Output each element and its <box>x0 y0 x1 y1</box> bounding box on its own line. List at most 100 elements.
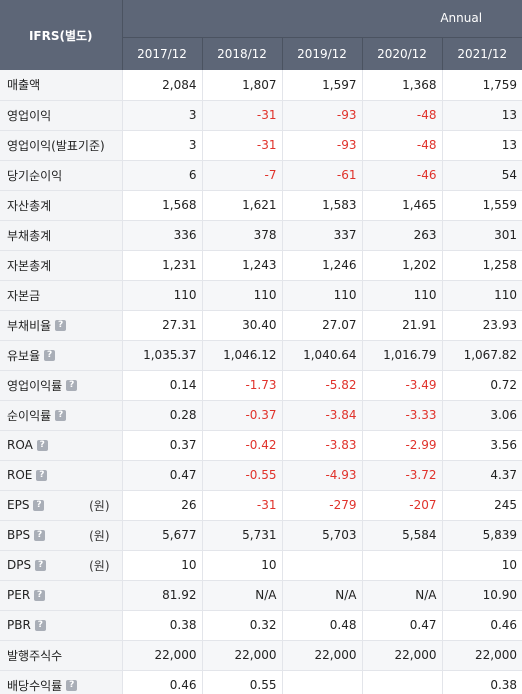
value-cell: -4.93 <box>281 460 362 491</box>
value-cell: 378 <box>201 220 282 251</box>
unit-label: (원) <box>89 558 110 573</box>
value-cell: -3.49 <box>361 370 442 401</box>
unit-label: (원) <box>89 528 110 543</box>
row-label-cell: 당기순이익 <box>0 160 122 191</box>
value-cell: 21.91 <box>361 310 442 341</box>
row-label-cell: PER? <box>0 580 122 611</box>
value-cell: -1.73 <box>201 370 282 401</box>
table-row: 자산총계 1,568 1,621 1,583 1,465 1,559 <box>0 190 522 221</box>
value-cell: 1,243 <box>201 250 282 281</box>
value-cell: 22,000 <box>201 640 282 671</box>
help-icon[interactable]: ? <box>66 379 78 391</box>
help-icon[interactable]: ? <box>66 679 78 691</box>
value-cell: -3.83 <box>281 430 362 461</box>
value-cell: 1,568 <box>121 190 202 221</box>
table-row: 부채총계 336 378 337 263 301 <box>0 220 522 251</box>
row-label-cell: 부채비율? <box>0 310 122 341</box>
value-cell: -31 <box>201 100 282 131</box>
help-icon[interactable]: ? <box>35 559 47 571</box>
value-cell: -0.37 <box>201 400 282 431</box>
value-cell: 23.93 <box>441 310 522 341</box>
value-cell <box>361 670 442 694</box>
value-cell: 263 <box>361 220 442 251</box>
help-icon[interactable]: ? <box>36 469 48 481</box>
table-row: PER? 81.92 N/A N/A N/A 10.90 <box>0 580 522 611</box>
value-cell: -3.72 <box>361 460 442 491</box>
row-label: 영업이익률 <box>7 378 63 393</box>
table-header: IFRS(별도) Annual 2017/12 2018/12 2019/12 … <box>0 0 522 70</box>
row-label: 부채비율 <box>7 318 52 333</box>
table-row: 배당수익률? 0.46 0.55 0.38 <box>0 670 522 694</box>
value-cell: 1,621 <box>201 190 282 221</box>
row-label-cell: 발행주식수 <box>0 640 122 671</box>
value-cell: 1,046.12 <box>201 340 282 371</box>
value-cell: 1,807 <box>201 70 282 101</box>
help-icon[interactable]: ? <box>34 619 46 631</box>
year-header: 2017/12 <box>121 37 202 70</box>
help-icon[interactable]: ? <box>34 529 46 541</box>
value-cell: 1,246 <box>281 250 362 281</box>
value-cell: 0.72 <box>441 370 522 401</box>
year-header: 2018/12 <box>201 37 282 70</box>
value-cell: 54 <box>441 160 522 191</box>
row-label-cell: 부채총계 <box>0 220 122 251</box>
row-label: ROA <box>7 438 33 452</box>
table-row: 유보율? 1,035.37 1,046.12 1,040.64 1,016.79 1,06… <box>0 340 522 371</box>
help-icon[interactable]: ? <box>55 409 67 421</box>
row-label: 자본총계 <box>7 258 52 273</box>
value-cell: 22,000 <box>361 640 442 671</box>
value-cell: 3 <box>121 100 202 131</box>
value-cell: -5.82 <box>281 370 362 401</box>
help-icon[interactable]: ? <box>33 499 45 511</box>
value-cell: 110 <box>121 280 202 311</box>
table-row: 부채비율? 27.31 30.40 27.07 21.91 23.93 <box>0 310 522 341</box>
table-row: 매출액 2,084 1,807 1,597 1,368 1,759 <box>0 70 522 101</box>
value-cell: N/A <box>361 580 442 611</box>
row-label-cell: 영업이익(발표기준) <box>0 130 122 161</box>
value-cell: -48 <box>361 100 442 131</box>
row-label-cell: 자본총계 <box>0 250 122 281</box>
table-row: ROE? 0.47 -0.55 -4.93 -3.72 4.37 <box>0 460 522 491</box>
value-cell: 337 <box>281 220 362 251</box>
help-icon[interactable]: ? <box>44 349 56 361</box>
value-cell: 0.37 <box>121 430 202 461</box>
value-cell: 2,084 <box>121 70 202 101</box>
help-icon[interactable]: ? <box>55 319 67 331</box>
value-cell: N/A <box>281 580 362 611</box>
table-row: 자본총계 1,231 1,243 1,246 1,202 1,258 <box>0 250 522 281</box>
value-cell: 3.56 <box>441 430 522 461</box>
value-cell: 4.37 <box>441 460 522 491</box>
row-label: 부채총계 <box>7 228 52 243</box>
row-label: DPS <box>7 558 32 572</box>
value-cell: 0.46 <box>441 610 522 641</box>
value-cell: 5,839 <box>441 520 522 551</box>
value-cell: 6 <box>121 160 202 191</box>
help-icon[interactable]: ? <box>34 589 46 601</box>
unit-label: (원) <box>89 498 110 513</box>
value-cell: -93 <box>281 130 362 161</box>
row-label-cell: EPS? (원) <box>0 490 122 521</box>
row-label: 당기순이익 <box>7 168 63 183</box>
value-cell: 1,016.79 <box>361 340 442 371</box>
year-header: 2021/12 <box>441 37 522 70</box>
value-cell: 22,000 <box>441 640 522 671</box>
value-cell: -0.42 <box>201 430 282 461</box>
row-label: BPS <box>7 528 31 542</box>
value-cell: 5,703 <box>281 520 362 551</box>
value-cell: 10 <box>201 550 282 581</box>
value-cell: -0.55 <box>201 460 282 491</box>
row-label: ROE <box>7 468 33 482</box>
value-cell: -93 <box>281 100 362 131</box>
value-cell: 1,231 <box>121 250 202 281</box>
year-header: 2019/12 <box>281 37 362 70</box>
value-cell <box>361 550 442 581</box>
value-cell: -3.84 <box>281 400 362 431</box>
table-row: 순이익률? 0.28 -0.37 -3.84 -3.33 3.06 <box>0 400 522 431</box>
help-icon[interactable]: ? <box>36 439 48 451</box>
value-cell: -61 <box>281 160 362 191</box>
value-cell: 3 <box>121 130 202 161</box>
value-cell: 26 <box>121 490 202 521</box>
row-label-cell: 배당수익률? <box>0 670 122 694</box>
value-cell: 22,000 <box>281 640 362 671</box>
